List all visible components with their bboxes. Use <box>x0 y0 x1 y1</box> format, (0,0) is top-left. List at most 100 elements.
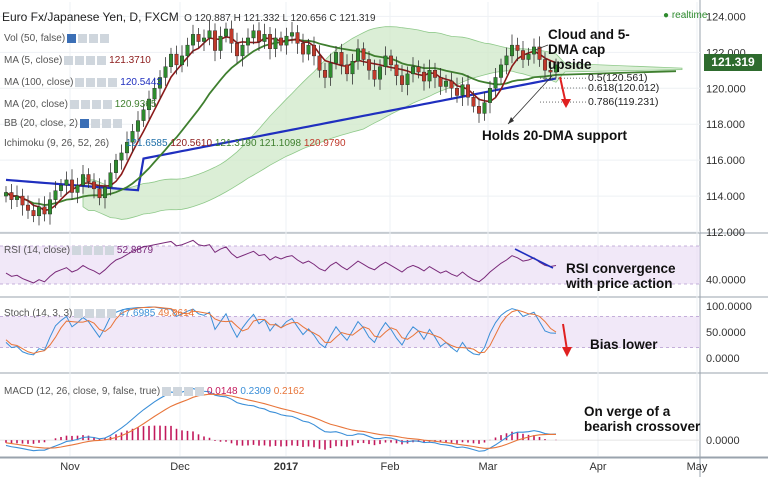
candle-body <box>537 46 542 60</box>
y-tick-label: 120.000 <box>706 83 746 95</box>
more-icon[interactable] <box>100 33 110 43</box>
settings-icon[interactable] <box>173 386 183 396</box>
candle-body <box>14 195 19 200</box>
close-icon[interactable] <box>86 55 96 65</box>
candle-body <box>455 88 460 96</box>
candle-body <box>422 71 427 82</box>
candle-body <box>86 174 91 182</box>
eye-icon[interactable] <box>69 99 79 109</box>
candle-body <box>201 37 206 42</box>
more-icon[interactable] <box>107 308 117 318</box>
stoch-label: Stoch (14, 3, 3) <box>4 308 73 319</box>
close-icon[interactable] <box>101 118 111 128</box>
candle-body <box>212 30 217 51</box>
close-icon[interactable] <box>89 33 99 43</box>
settings-icon[interactable] <box>83 245 93 255</box>
settings-icon[interactable] <box>90 118 100 128</box>
last-price-tag: 121.319 <box>704 54 762 71</box>
close-icon[interactable] <box>96 308 106 318</box>
ma20-value: 120.9365 <box>114 99 157 110</box>
x-tick-label: 2017 <box>274 461 298 473</box>
candle-body <box>306 44 311 55</box>
more-icon[interactable] <box>97 55 107 65</box>
candle-body <box>405 73 410 85</box>
more-icon[interactable] <box>195 386 205 396</box>
ichimoku-value-1: 121.6585 <box>125 138 168 149</box>
candle-body <box>37 206 42 217</box>
candle-body <box>323 70 328 78</box>
candle-body <box>477 106 482 114</box>
candle-body <box>163 66 168 78</box>
candle-body <box>548 70 553 73</box>
candle-body <box>378 66 383 80</box>
candle-body <box>427 70 432 82</box>
more-icon[interactable] <box>102 99 112 109</box>
settings-icon[interactable] <box>75 55 85 65</box>
candle-body <box>9 192 14 200</box>
candle-body <box>91 181 96 190</box>
ma100-line <box>5 77 557 192</box>
candle-body <box>26 204 31 211</box>
ichimoku-indicator-row[interactable]: Ichimoku (9, 26, 52, 26) 121.6585 120.56… <box>4 138 346 149</box>
rsi-y-tick: 40.0000 <box>706 275 746 287</box>
close-icon[interactable] <box>184 386 194 396</box>
stoch-indicator-row[interactable]: Stoch (14, 3, 3) 47.6985 49.8614 <box>4 308 194 319</box>
candle-body <box>334 52 339 64</box>
eye-icon[interactable] <box>64 55 74 65</box>
stoch-d-value: 49.8614 <box>158 308 195 319</box>
eye-icon[interactable] <box>162 386 172 396</box>
rsi-trendline <box>514 248 554 269</box>
candle-body <box>257 30 262 42</box>
eye-icon[interactable] <box>75 77 85 87</box>
ma100-indicator-row[interactable]: MA (100, close) 120.5443 <box>4 77 162 88</box>
x-tick-label: May <box>687 461 708 473</box>
bb-indicator-row[interactable]: BB (20, close, 2) <box>4 118 122 129</box>
eye-icon[interactable] <box>74 308 84 318</box>
down-arrow-head <box>561 99 571 108</box>
macd-indicator-row[interactable]: MACD (12, 26, close, 9, false, true) 0.0… <box>4 386 304 397</box>
close-icon[interactable] <box>91 99 101 109</box>
more-icon[interactable] <box>112 118 122 128</box>
more-icon[interactable] <box>108 77 118 87</box>
settings-icon[interactable] <box>78 33 88 43</box>
settings-icon[interactable] <box>80 99 90 109</box>
eye-icon[interactable] <box>79 118 89 128</box>
candle-body <box>460 84 465 96</box>
cloud-pointer-line <box>534 44 549 51</box>
support-pointer-head <box>508 117 514 124</box>
candle-body <box>97 188 102 199</box>
ma20-indicator-row[interactable]: MA (20, close) 120.9365 <box>4 99 156 110</box>
vol-indicator-row[interactable]: Vol (50, false) <box>4 33 110 44</box>
candle-body <box>268 34 273 49</box>
candle-body <box>42 206 47 215</box>
settings-icon[interactable] <box>85 308 95 318</box>
close-icon[interactable] <box>97 77 107 87</box>
candle-body <box>515 44 520 51</box>
candle-body <box>53 190 58 200</box>
candle-body <box>207 30 212 39</box>
candle-body <box>372 70 377 80</box>
candle-body <box>284 35 289 46</box>
rsi-indicator-row[interactable]: RSI (14, close) 52.8879 <box>4 245 153 256</box>
ma5-value: 121.3710 <box>109 55 151 66</box>
ma5-indicator-row[interactable]: MA (5, close) 121.3710 <box>4 55 151 66</box>
note-rsi: RSI convergence with price action <box>566 261 676 291</box>
eye-icon[interactable] <box>72 245 82 255</box>
rsi-band <box>0 246 700 284</box>
eye-icon[interactable] <box>67 33 77 43</box>
settings-icon[interactable] <box>86 77 96 87</box>
ichimoku-label: Ichimoku (9, 26, 52, 26) <box>4 138 110 149</box>
stoch-y-tick: 0.0000 <box>706 353 740 365</box>
macd-signal-value: 0.2162 <box>273 386 305 397</box>
candle-body <box>69 179 74 193</box>
support-pointer-line <box>507 75 553 125</box>
candle-body <box>526 53 531 60</box>
close-icon[interactable] <box>94 245 104 255</box>
ma5-label: MA (5, close) <box>4 55 63 66</box>
y-tick-label: 112.000 <box>706 227 745 239</box>
more-icon[interactable] <box>105 245 115 255</box>
candle-body <box>367 59 372 71</box>
x-tick-label: Nov <box>60 461 80 473</box>
rsi-label: RSI (14, close) <box>4 245 71 256</box>
candle-body <box>482 102 487 114</box>
